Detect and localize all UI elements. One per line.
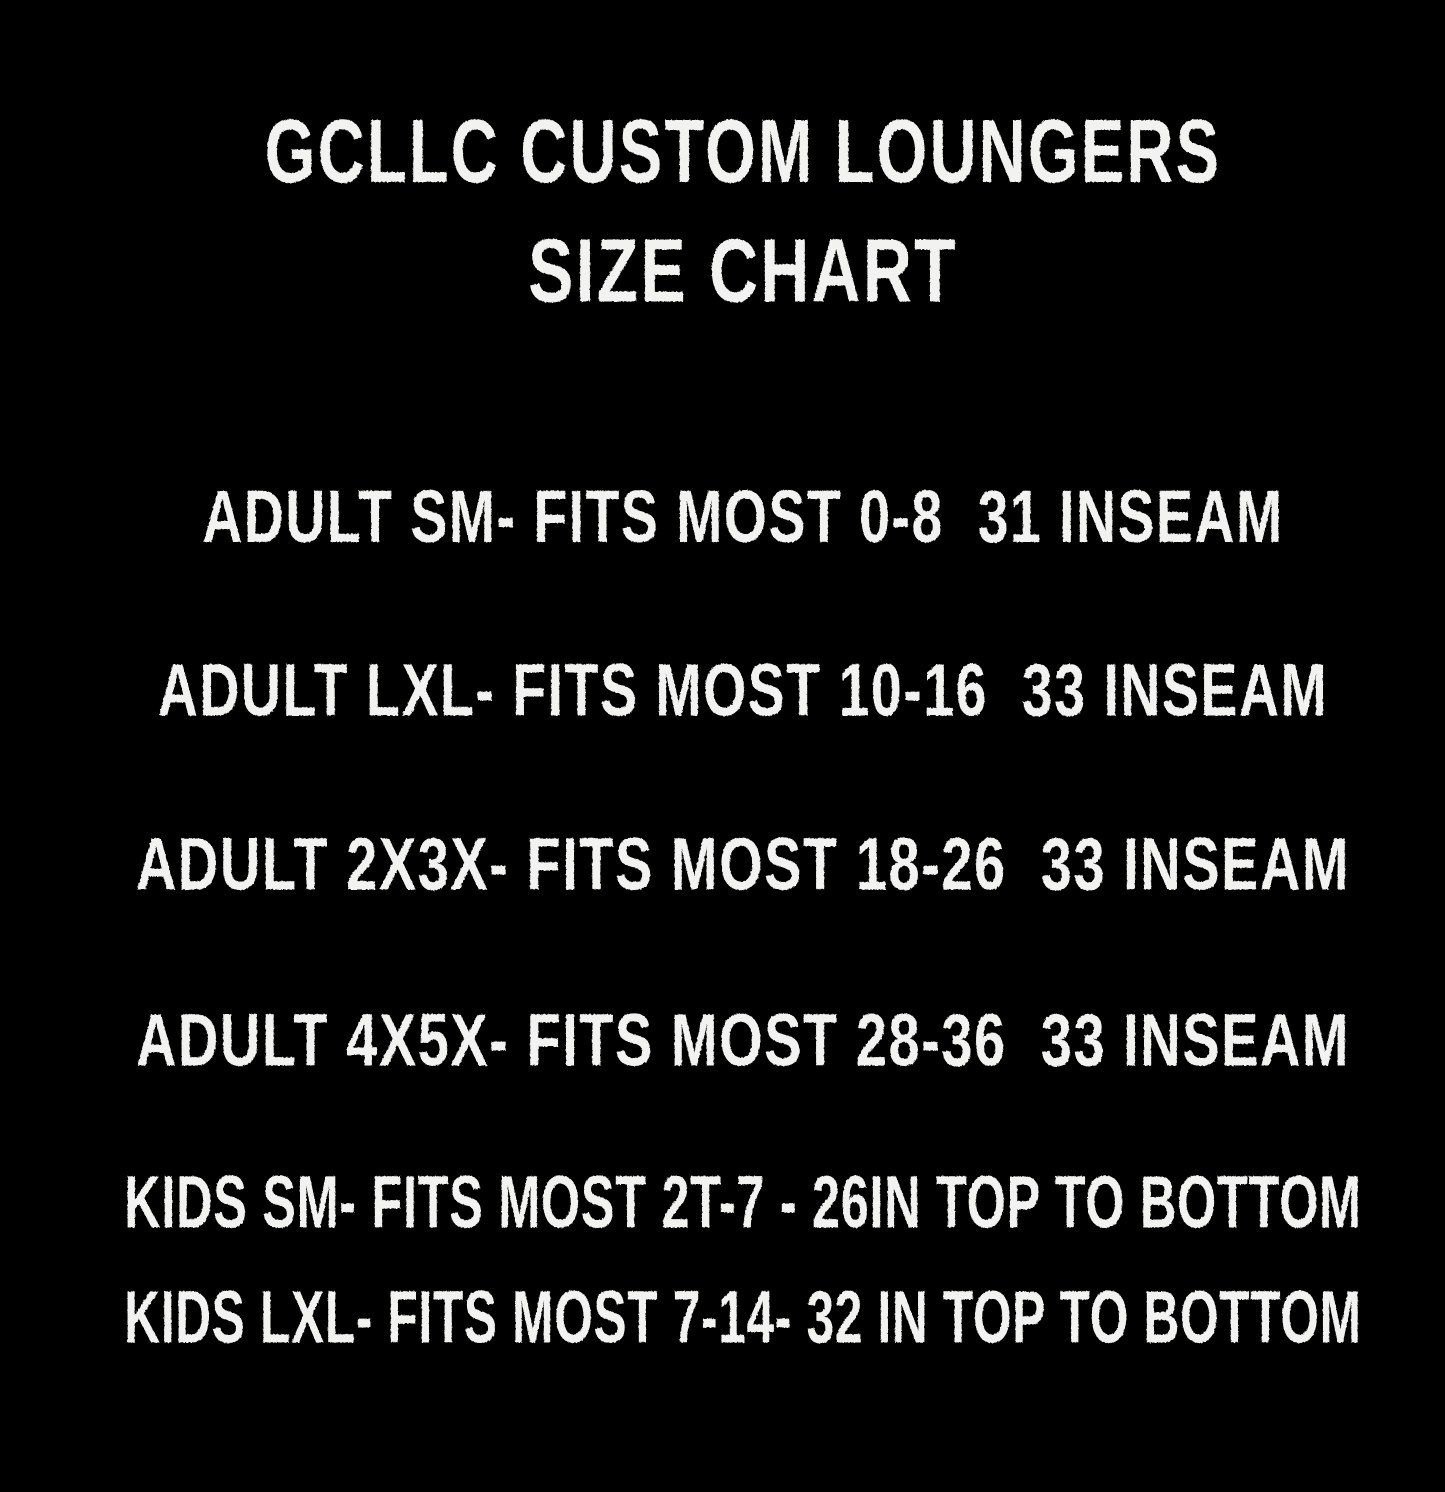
svg-text:ADULT 2X3X- FITS MOST 18-26 3: ADULT 2X3X- FITS MOST 18-26 33 INSEAM: [136, 823, 1350, 905]
svg-text:SIZE CHART: SIZE CHART: [528, 220, 958, 320]
svg-text:ADULT 4X5X- FITS MOST 28-36 3: ADULT 4X5X- FITS MOST 28-36 33 INSEAM: [136, 999, 1350, 1081]
svg-text:GCLLC CUSTOM LOUNGERS: GCLLC CUSTOM LOUNGERS: [265, 101, 1221, 202]
svg-text:KIDS LXL- FITS MOST 7-14- 32 I: KIDS LXL- FITS MOST 7-14- 32 IN TOP TO B…: [124, 1277, 1361, 1359]
svg-text:ADULT SM- FITS MOST 0-8 31 IN: ADULT SM- FITS MOST 0-8 31 INSEAM: [202, 475, 1283, 558]
svg-text:KIDS SM- FITS MOST 2T-7 - 26IN: KIDS SM- FITS MOST 2T-7 - 26IN TOP TO BO…: [124, 1162, 1361, 1244]
svg-text:ADULT LXL- FITS MOST 10-16 33: ADULT LXL- FITS MOST 10-16 33 INSEAM: [158, 649, 1328, 732]
